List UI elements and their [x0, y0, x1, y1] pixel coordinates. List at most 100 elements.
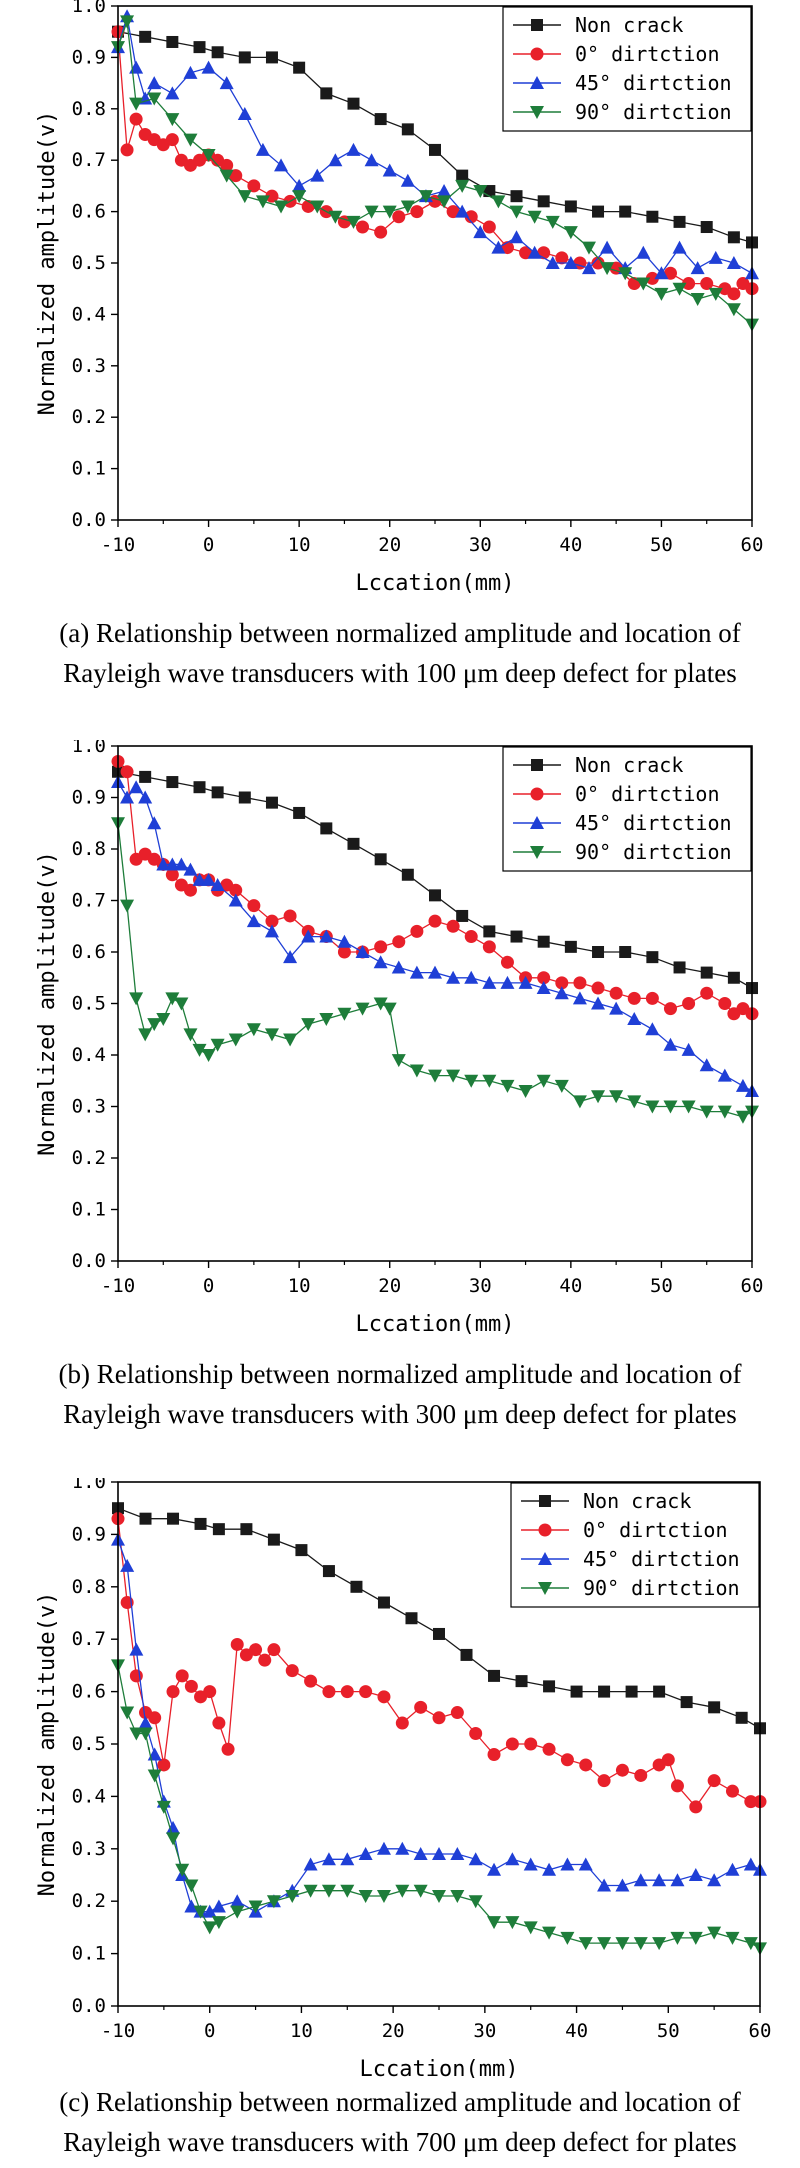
data-point — [428, 965, 442, 979]
data-point — [555, 976, 569, 990]
chart-c: -10 0 10 20 30 40 50 60 0.0 0.1 0.2 0.3 0.4 0.5 0.6 0.7… — [35, 1478, 771, 2078]
data-point — [228, 893, 243, 907]
data-point — [240, 1523, 253, 1536]
data-point — [147, 92, 162, 106]
x-tick-label: 50 — [657, 2020, 680, 2042]
data-point — [229, 169, 243, 183]
data-point — [591, 1090, 606, 1104]
x-tick-label: -10 — [101, 2020, 135, 2042]
data-point — [377, 1596, 390, 1609]
caption-a-line2: Rayleigh wave transducers with 100 μm de… — [63, 658, 737, 688]
data-point — [175, 1669, 189, 1683]
y-tick-label: 0.8 — [72, 98, 106, 120]
data-point — [690, 261, 705, 275]
x-tick-label: 30 — [469, 1275, 492, 1297]
data-point — [633, 1873, 648, 1887]
data-point — [320, 87, 333, 100]
chart-a: -10 0 10 20 30 40 50 60 0.0 0.1 0.2 0.3 0.4 0.5 0.6 0.7… — [35, 0, 763, 596]
data-point — [735, 1110, 750, 1124]
data-point — [147, 816, 162, 830]
data-point — [672, 282, 687, 296]
data-point — [699, 1058, 714, 1072]
data-point — [156, 1800, 171, 1814]
y-tick-label: 0.1 — [72, 458, 106, 480]
data-point — [391, 1054, 406, 1068]
data-point — [212, 1523, 225, 1536]
data-point — [183, 65, 198, 79]
data-point — [542, 1742, 556, 1756]
legend-marker — [538, 1582, 552, 1595]
data-point — [264, 1028, 279, 1042]
data-point — [303, 1857, 318, 1871]
data-point — [717, 1068, 732, 1082]
x-tick-label: -10 — [101, 1275, 135, 1297]
data-point — [210, 878, 225, 892]
x-tick-label: 0 — [203, 534, 214, 556]
data-point — [673, 215, 686, 228]
data-point — [147, 76, 162, 90]
data-point — [483, 925, 496, 938]
legend-label: Non crack — [575, 753, 683, 777]
data-point — [505, 1852, 520, 1866]
y-tick-label: 0.3 — [72, 1096, 106, 1118]
data-point — [519, 246, 533, 260]
data-point — [139, 1512, 152, 1525]
data-point — [725, 1784, 739, 1798]
data-point — [165, 86, 180, 100]
chart-panel-c: -10 0 10 20 30 40 50 60 0.0 0.1 0.2 0.3 0.4 0.5 0.6 0.7… — [0, 1478, 800, 2078]
legend: Non crack 0° dirtction 45° dirtction 90° di… — [502, 746, 752, 872]
data-point — [374, 853, 387, 866]
data-point — [464, 970, 479, 984]
data-point — [663, 1100, 678, 1114]
legend-marker — [530, 47, 544, 61]
data-point — [505, 1916, 520, 1930]
data-point — [491, 240, 506, 254]
data-point — [708, 250, 723, 264]
data-point — [192, 872, 207, 886]
data-point — [192, 1043, 207, 1057]
data-point — [219, 169, 234, 183]
data-point — [409, 965, 424, 979]
data-point — [437, 184, 452, 198]
y-axis-label: Normalized amplitude(v) — [35, 851, 60, 1156]
y-tick-label: 0.0 — [72, 1250, 106, 1272]
data-point — [310, 200, 325, 214]
legend-marker — [530, 106, 544, 119]
data-point — [645, 1022, 660, 1036]
data-point — [283, 950, 298, 964]
data-point — [460, 1648, 473, 1661]
data-point — [201, 872, 216, 886]
data-point — [536, 1074, 551, 1088]
data-point — [228, 1033, 243, 1047]
data-point — [690, 292, 705, 306]
y-tick-label: 0.4 — [72, 303, 106, 325]
x-tick-label: 10 — [288, 1275, 311, 1297]
data-point — [418, 190, 433, 204]
data-point — [246, 1023, 261, 1037]
data-point — [221, 1742, 235, 1756]
data-point — [456, 169, 469, 182]
y-tick-label: 0.3 — [72, 1838, 106, 1860]
data-point — [699, 1105, 714, 1119]
data-point — [432, 1847, 446, 1861]
data-point — [157, 1758, 171, 1772]
y-tick-label: 0.9 — [72, 787, 106, 809]
y-tick-label: 0.7 — [72, 149, 106, 171]
data-point — [202, 1904, 217, 1918]
data-point — [563, 226, 578, 240]
data-point — [184, 1879, 199, 1893]
data-point — [727, 287, 741, 301]
data-point — [166, 1820, 181, 1834]
data-point — [537, 971, 551, 985]
data-point — [293, 61, 306, 74]
data-point — [129, 780, 144, 794]
caption-b-line2: Rayleigh wave transducers with 300 μm de… — [63, 1399, 737, 1429]
data-point — [395, 1884, 410, 1898]
data-point — [579, 1758, 593, 1772]
data-point — [625, 1685, 638, 1698]
data-point — [500, 975, 515, 989]
data-point — [718, 997, 732, 1010]
data-point — [350, 1580, 363, 1593]
data-point — [285, 1664, 299, 1678]
data-point — [211, 786, 224, 799]
